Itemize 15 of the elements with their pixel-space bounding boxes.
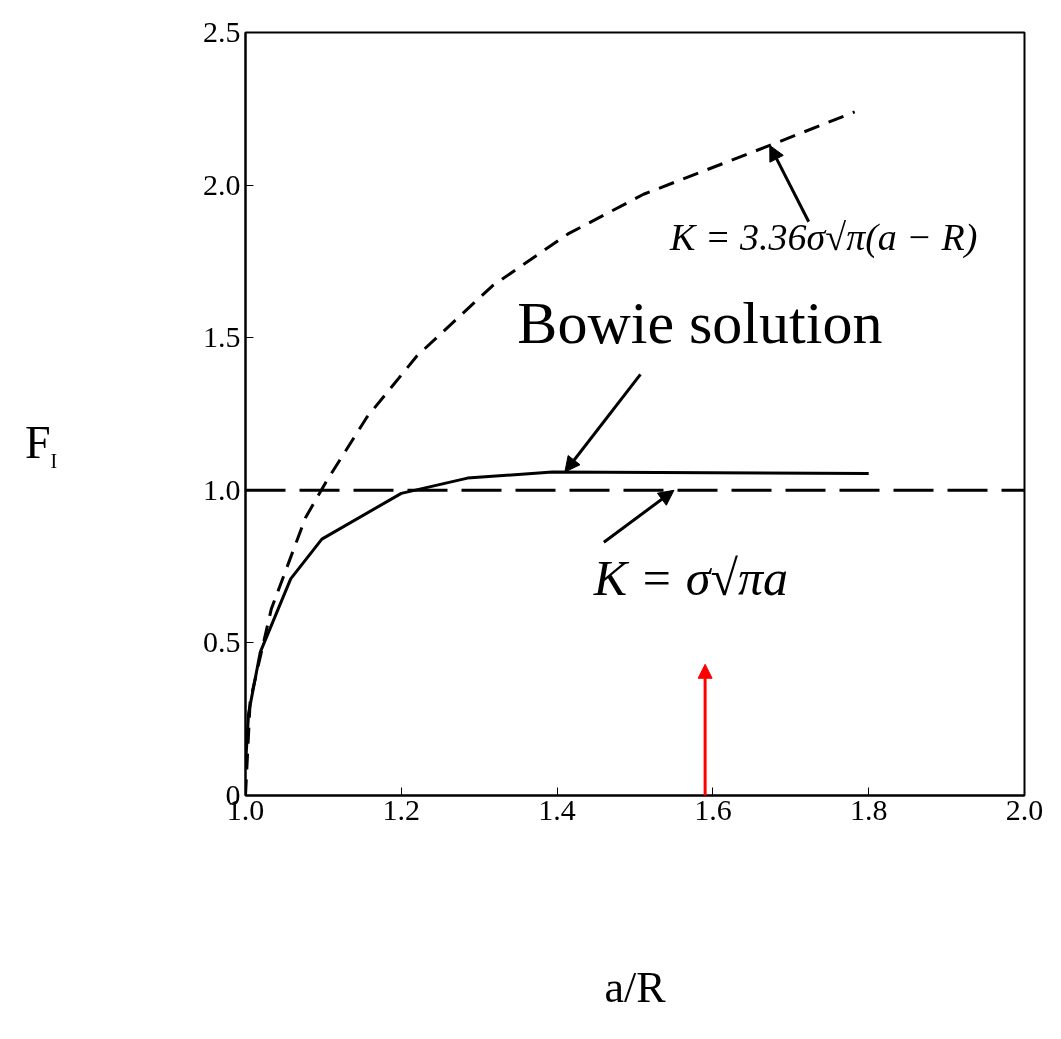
x-axis-title: a/R [604,962,667,1012]
annotation: K = σ√πa [592,550,788,607]
y-tick-label: 2.0 [203,167,241,201]
x-tick-label: 2.0 [1005,792,1044,826]
y-axis-title: F$_{I}$ [25,416,58,475]
annotation: Bowie solution [517,290,883,357]
y-tick-label: 1.5 [203,320,241,354]
annotation: K = 3.36σ√π(a − R) [669,216,978,260]
x-tick-label: 1.8 [849,792,888,826]
x-tick-label: 1.6 [694,792,732,826]
y-tick-label: 1.0 [203,472,241,506]
y-tick-label: 0.5 [203,625,241,659]
y-tick-label: 2.5 [203,15,241,48]
x-tick-label: 1.4 [538,792,576,826]
x-tick-label: 1.2 [382,792,421,826]
